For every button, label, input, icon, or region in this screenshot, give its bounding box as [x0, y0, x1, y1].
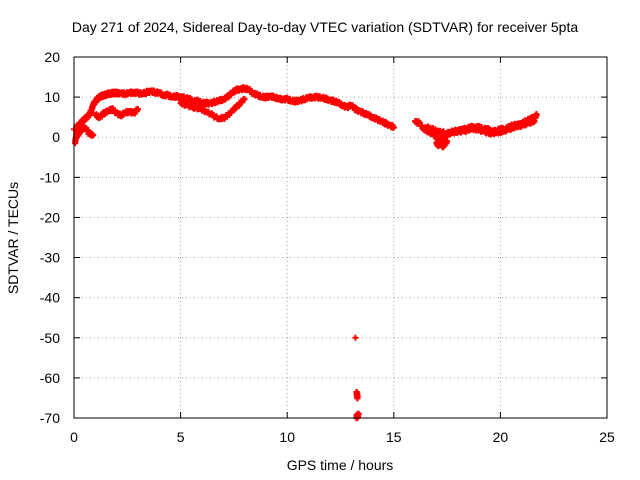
plot-frame [73, 56, 608, 419]
x-tick-label: 0 [70, 429, 78, 445]
chart-title: Day 271 of 2024, Sidereal Day-to-day VTE… [72, 19, 579, 35]
y-tick-label: 10 [44, 89, 60, 105]
data-point [444, 138, 451, 145]
grid [73, 56, 608, 419]
y-tick-label: -60 [40, 370, 60, 386]
data-point [134, 106, 141, 113]
y-tick-label: -10 [40, 169, 60, 185]
y-tick-labels: -70 -60 -50 -40 -30 -20 -10 0 10 20 [40, 49, 60, 426]
data-point [533, 112, 540, 119]
y-tick-label: -20 [40, 209, 60, 225]
x-tick-label: 15 [386, 429, 402, 445]
data-point [354, 392, 361, 399]
data-point [390, 124, 397, 131]
data-point [241, 96, 248, 103]
x-tick-labels: 0 5 10 15 20 25 [70, 429, 615, 445]
x-tick-label: 10 [279, 429, 295, 445]
x-tick-label: 5 [177, 429, 185, 445]
y-tick-label: -40 [40, 290, 60, 306]
data-point [352, 334, 359, 341]
x-tick-label: 20 [493, 429, 509, 445]
y-axis-label: SDTVAR / TECUs [5, 182, 21, 294]
y-tick-label: -50 [40, 330, 60, 346]
data-point [90, 132, 97, 139]
data-point [531, 118, 538, 125]
y-tick-label: 0 [52, 129, 60, 145]
y-tick-label: 20 [44, 49, 60, 65]
data-point [353, 411, 360, 418]
y-tick-label: -70 [40, 410, 60, 426]
y-tick-label: -30 [40, 250, 60, 266]
x-tick-label: 25 [599, 429, 615, 445]
x-axis-label: GPS time / hours [287, 457, 394, 473]
